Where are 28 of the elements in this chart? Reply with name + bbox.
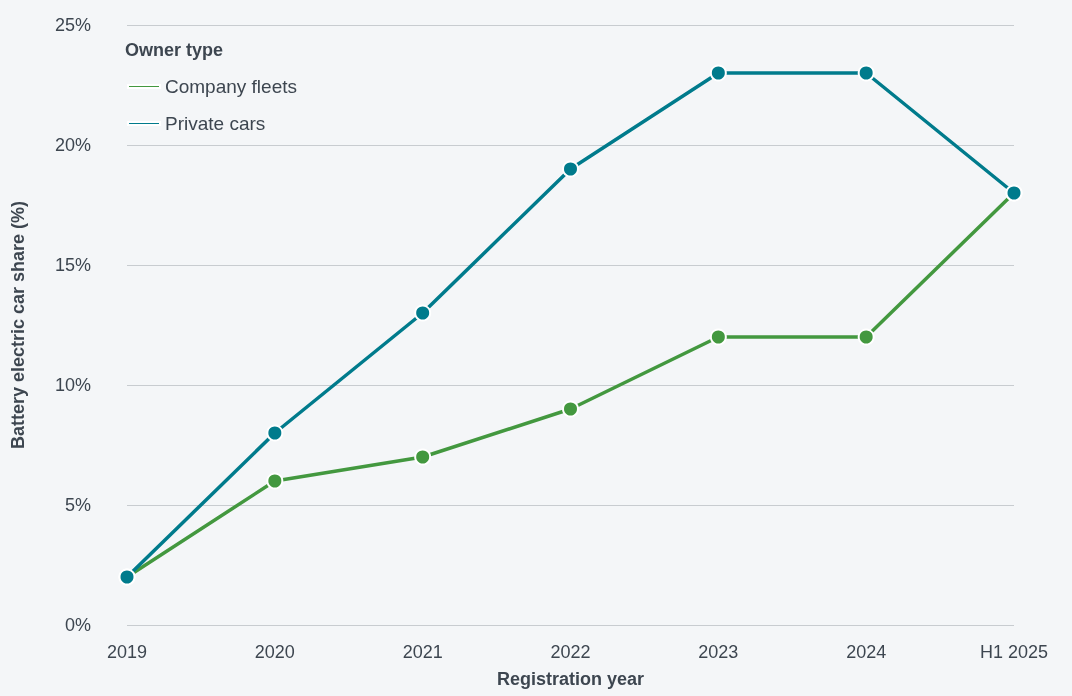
x-tick-label: 2023 — [698, 642, 739, 662]
x-tick-label: 2019 — [106, 642, 148, 662]
point — [857, 64, 875, 82]
point — [709, 64, 727, 82]
point — [414, 448, 432, 466]
point — [414, 304, 432, 322]
legend-label: Company fleets — [165, 76, 298, 97]
legend-title: Owner type — [125, 40, 224, 60]
x-tick-label: 2024 — [846, 642, 887, 662]
y-tick-label: 5% — [64, 495, 91, 515]
legend-label: Private cars — [165, 113, 266, 134]
y-tick-label: 15% — [54, 255, 91, 275]
point — [857, 328, 875, 346]
x-tick-label: H1 2025 — [979, 642, 1049, 662]
y-tick-label: 20% — [54, 135, 91, 155]
point — [266, 472, 284, 490]
x-tick-label: 2020 — [254, 642, 295, 662]
y-tick-label: 0% — [64, 615, 91, 635]
y-axis-title: Battery electric car share (%) — [8, 200, 28, 450]
point — [266, 424, 284, 442]
point — [562, 160, 579, 178]
point — [709, 328, 727, 346]
y-tick-label: 10% — [54, 375, 91, 395]
x-axis-title: Registration year — [496, 669, 645, 689]
point — [562, 400, 579, 418]
x-tick-label: 2022 — [550, 642, 591, 662]
y-tick-label: 25% — [54, 15, 91, 35]
x-tick-label: 2021 — [402, 642, 443, 662]
